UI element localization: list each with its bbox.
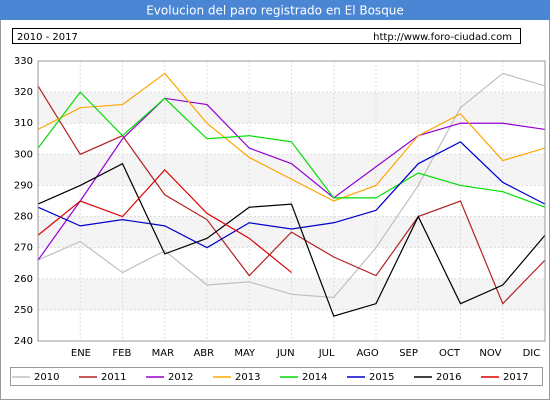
x-tick-label: DIC — [523, 348, 541, 359]
x-tick-label: ENE — [71, 348, 91, 359]
series-line — [37, 141, 546, 249]
legend-label: 2012 — [168, 372, 193, 383]
y-tick-label: 290 — [14, 180, 33, 191]
y-tick-label: 240 — [14, 336, 33, 347]
title-bar — [0, 0, 550, 20]
y-tick-label: 300 — [14, 149, 33, 160]
x-tick-label: ABR — [193, 348, 214, 359]
series-line — [37, 72, 546, 202]
subtitle-box — [12, 28, 521, 44]
y-tick-label: 310 — [14, 118, 33, 129]
x-tick-label: JUN — [276, 348, 295, 359]
y-tick-label: 320 — [14, 87, 33, 98]
x-tick-label: MAY — [234, 348, 256, 359]
y-tick-label: 280 — [14, 212, 33, 223]
plot-border — [37, 60, 546, 342]
x-tick-label: OCT — [439, 348, 461, 359]
x-tick-label: SEP — [399, 348, 418, 359]
legend-label: 2015 — [369, 372, 394, 383]
series-line — [37, 162, 546, 317]
x-tick-label: FEB — [112, 348, 131, 359]
chart-title: Evolucion del paro registrado en El Bosq… — [146, 4, 404, 18]
legend-label: 2011 — [101, 372, 126, 383]
legend-label: 2014 — [302, 372, 327, 383]
series-line — [37, 91, 546, 208]
x-tick-label: AGO — [356, 348, 378, 359]
legend-box — [10, 367, 543, 386]
legend-label: 2017 — [503, 372, 528, 383]
y-tick-label: 330 — [14, 56, 33, 67]
legend-label: 2013 — [235, 372, 260, 383]
series-line — [37, 97, 546, 261]
x-tick-label: JUL — [318, 348, 335, 359]
y-tick-label: 250 — [14, 305, 33, 316]
source: http://www.foro-ciudad.com — [373, 32, 512, 43]
series-line — [37, 72, 546, 299]
x-tick-label: MAR — [152, 348, 174, 359]
x-tick-label: NOV — [479, 348, 501, 359]
y-tick-label: 260 — [14, 274, 33, 285]
y-tick-label: 270 — [14, 243, 33, 254]
legend-label: 2010 — [34, 372, 59, 383]
series-line — [37, 169, 292, 274]
subtitle: 2010 - 2017 — [17, 32, 78, 43]
legend-label: 2016 — [436, 372, 461, 383]
